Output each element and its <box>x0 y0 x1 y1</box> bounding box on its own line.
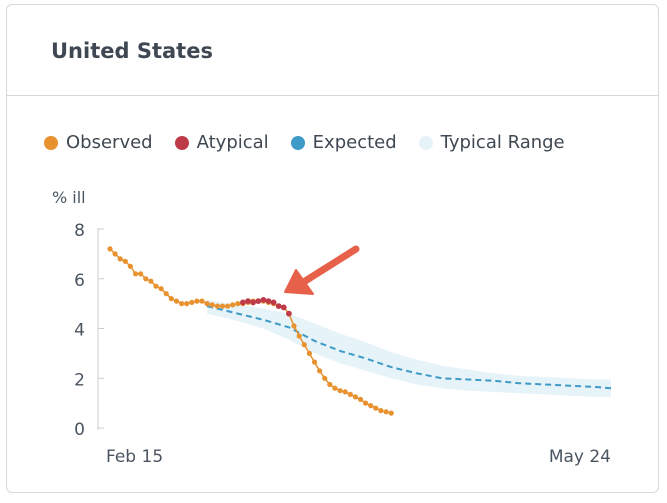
legend-label-observed: Observed <box>66 132 153 153</box>
atypical-point <box>245 298 251 304</box>
observed-point <box>342 389 348 395</box>
observed-point <box>153 283 159 289</box>
observed-point <box>219 303 226 309</box>
typical-range-band <box>207 299 611 397</box>
y-axis-label: % ill <box>52 188 86 207</box>
observed-point <box>363 400 369 406</box>
observed-point <box>133 271 139 277</box>
annotation-arrow-shaft <box>298 245 360 287</box>
legend-dot-typical-range <box>418 135 433 150</box>
atypical-point <box>260 297 267 303</box>
observed-point <box>173 298 180 304</box>
observed-point <box>127 263 133 269</box>
observed-point <box>347 391 353 397</box>
observed-point <box>311 359 318 365</box>
observed-point <box>378 408 384 414</box>
observed-point <box>327 381 333 388</box>
legend-dot-atypical <box>174 135 189 150</box>
legend-item-typical-range[interactable]: Typical Range <box>418 132 565 153</box>
x-tick-label: May 24 <box>549 447 611 467</box>
observed-point <box>230 302 236 308</box>
observed-point <box>138 271 144 277</box>
legend-label-typical-range: Typical Range <box>440 132 565 153</box>
observed-point <box>163 291 169 297</box>
card-title: United States <box>51 39 213 63</box>
atypical-point <box>280 304 287 311</box>
y-tick-label: 2 <box>74 370 85 390</box>
observed-point <box>112 251 118 257</box>
atypical-point <box>270 299 277 306</box>
y-tick-label: 6 <box>74 271 85 291</box>
observed-point <box>317 368 323 374</box>
observed-point <box>158 286 164 292</box>
atypical-point <box>275 303 282 309</box>
observed-point <box>368 403 374 409</box>
observed-point <box>337 388 343 394</box>
observed-point <box>352 394 358 400</box>
observed-point <box>204 301 210 307</box>
axes-layer: 0 2 4 6 8 % ill Feb 15 May 24 <box>52 188 611 467</box>
observed-point <box>322 375 328 381</box>
expected-line <box>206 305 612 390</box>
legend-dot-observed <box>44 135 58 150</box>
observed-point <box>122 258 128 264</box>
observed-point <box>296 333 302 339</box>
observed-point <box>388 410 394 416</box>
observed-point <box>301 342 307 348</box>
atypical-point <box>240 299 246 306</box>
typical-range-layer <box>207 299 611 397</box>
observed-point <box>148 278 154 284</box>
observed-line <box>109 248 392 414</box>
observed-point <box>383 409 389 415</box>
atypical-point <box>265 298 272 304</box>
observed-point <box>179 301 185 307</box>
observed-point <box>117 256 123 262</box>
legend-item-expected[interactable]: Expected <box>290 132 397 153</box>
observed-point <box>291 323 297 329</box>
atypical-point <box>250 299 256 306</box>
observed-point <box>199 298 205 304</box>
observed-point <box>214 303 220 309</box>
y-tick-label: 0 <box>74 420 85 440</box>
observed-point <box>143 276 149 282</box>
observed-layer <box>107 246 394 416</box>
legend-dot-expected <box>290 135 305 150</box>
observed-point <box>357 396 364 402</box>
x-tick-label: Feb 15 <box>106 447 163 467</box>
card-header: United States <box>7 5 658 96</box>
legend-item-atypical[interactable]: Atypical <box>174 132 269 153</box>
observed-point <box>235 301 241 307</box>
annotation-arrow-head <box>284 269 314 295</box>
legend-label-expected: Expected <box>312 132 397 153</box>
observed-point <box>373 405 379 411</box>
observed-point <box>332 385 338 391</box>
observed-point <box>184 301 190 307</box>
observed-point <box>209 302 215 308</box>
legend-item-observed[interactable]: Observed <box>44 132 153 153</box>
chart-card: United States <box>6 4 659 493</box>
atypical-point <box>286 310 292 317</box>
observed-point <box>189 299 195 305</box>
observed-point <box>194 298 200 304</box>
atypical-point <box>255 298 262 304</box>
annotation-layer <box>284 245 360 295</box>
legend: Observed Atypical Expected Typical Range <box>44 132 587 153</box>
expected-layer <box>206 305 612 390</box>
legend-label-atypical: Atypical <box>196 132 269 153</box>
y-tick-label: 4 <box>74 321 85 341</box>
observed-point <box>107 246 113 252</box>
y-tick-label: 8 <box>74 221 85 241</box>
observed-point <box>225 303 231 309</box>
observed-point <box>306 350 312 356</box>
observed-point <box>168 296 174 302</box>
